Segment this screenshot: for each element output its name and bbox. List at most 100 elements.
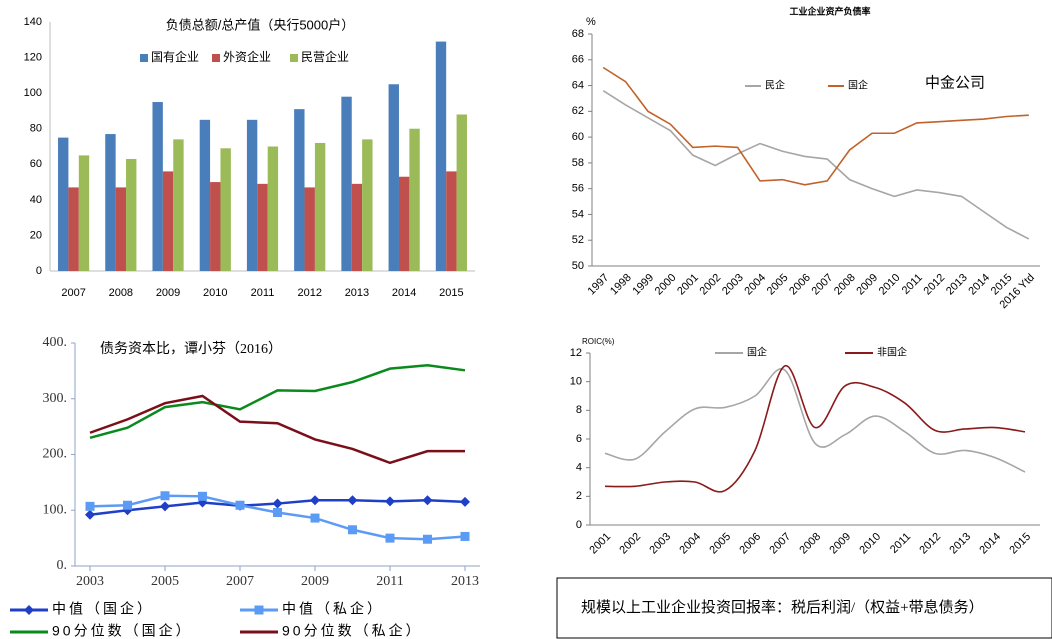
line-series bbox=[89, 364, 466, 439]
y-tick-label: 12 bbox=[570, 347, 582, 359]
x-tick-label: 2001 bbox=[675, 272, 701, 298]
x-tick-label: 2012 bbox=[917, 531, 943, 557]
bar bbox=[409, 128, 420, 271]
marker bbox=[310, 513, 320, 523]
legend-label: 国有企业 bbox=[151, 49, 199, 64]
bar bbox=[294, 109, 305, 272]
bar bbox=[304, 187, 315, 271]
x-tick-label: 2008 bbox=[109, 287, 133, 299]
x-tick-label: 2003 bbox=[647, 531, 673, 557]
bar bbox=[199, 119, 211, 271]
bar bbox=[173, 139, 184, 271]
y-tick-label: 0 bbox=[576, 519, 582, 531]
x-tick-label: 2014 bbox=[977, 531, 1003, 557]
x-tick-label: 2009 bbox=[827, 531, 853, 557]
legend-label: 国企 bbox=[747, 346, 767, 359]
bar bbox=[351, 183, 363, 271]
marker bbox=[423, 534, 432, 544]
chart-title: 债务资本比，谭小芬（2016） bbox=[100, 341, 282, 357]
x-tick-label: 2015 bbox=[439, 287, 463, 299]
x-tick-label: 2005 bbox=[151, 574, 179, 589]
x-tick-label: 2007 bbox=[810, 272, 836, 298]
x-tick-label: 2013 bbox=[451, 574, 479, 589]
marker bbox=[422, 495, 433, 506]
bar bbox=[456, 114, 467, 271]
y-tick-label: 50 bbox=[572, 260, 584, 272]
x-tick-label: 2011 bbox=[900, 272, 925, 297]
bar bbox=[398, 176, 410, 271]
x-tick-label: 2010 bbox=[877, 272, 903, 298]
legend-label: 中值（国企） bbox=[52, 601, 154, 617]
x-tick-label: 2013 bbox=[947, 531, 973, 557]
x-tick-label: 2012 bbox=[297, 287, 321, 299]
x-tick-label: 2008 bbox=[832, 272, 858, 298]
y-tick-label: 8 bbox=[576, 404, 582, 416]
line-series bbox=[89, 394, 465, 465]
y-tick-label: 0. bbox=[57, 558, 68, 573]
chart-title: 工业企业资产负债率 bbox=[789, 5, 870, 16]
marker bbox=[123, 500, 132, 510]
y-tick-label: 140 bbox=[24, 16, 42, 28]
y-tick-label: 52 bbox=[572, 234, 584, 246]
bar bbox=[162, 171, 174, 271]
bar bbox=[314, 142, 326, 271]
legend-swatch bbox=[212, 54, 220, 62]
x-tick-label: 2009 bbox=[156, 287, 180, 299]
x-tick-label: 2012 bbox=[922, 272, 948, 298]
bar bbox=[68, 187, 79, 271]
bar bbox=[105, 134, 116, 271]
x-tick-label: 2008 bbox=[797, 531, 823, 557]
bar bbox=[257, 183, 268, 271]
bar bbox=[115, 187, 127, 271]
marker bbox=[273, 507, 282, 517]
line-series bbox=[604, 365, 1026, 493]
chart-panel: ROIC(%) 0 2 4 6 8 10 12 2001 2002 2003 2004 2005 2006… bbox=[556, 337, 1052, 639]
x-tick-label: 2005 bbox=[765, 272, 791, 298]
y-tick-label: 100 bbox=[24, 87, 42, 99]
y-tick-label: 2 bbox=[576, 490, 582, 502]
x-tick-label: 1998 bbox=[608, 272, 634, 298]
legend-label: 民营企业 bbox=[301, 49, 349, 64]
annotation: 中金公司 bbox=[925, 74, 985, 91]
x-tick-label: 2011 bbox=[888, 531, 913, 556]
y-tick-label: 200. bbox=[43, 447, 68, 462]
legend-marker bbox=[24, 605, 34, 615]
marker bbox=[348, 525, 357, 535]
x-tick-label: 2000 bbox=[653, 272, 679, 298]
x-tick-label: 2013 bbox=[944, 272, 970, 298]
bar bbox=[126, 158, 137, 271]
x-tick-label: 2007 bbox=[767, 531, 793, 557]
chart-panel: 债务资本比，谭小芬（2016） 0. 100. 200. 300. 400. 2003 200… bbox=[10, 335, 480, 639]
bar bbox=[362, 139, 373, 271]
line-series bbox=[604, 367, 1026, 473]
legend-swatch bbox=[290, 54, 298, 62]
bar bbox=[435, 41, 447, 271]
legend-label: 非国企 bbox=[877, 346, 907, 359]
y-tick-label: 62 bbox=[572, 105, 584, 117]
bar bbox=[246, 119, 258, 271]
x-tick-label: 2007 bbox=[226, 574, 254, 589]
marker bbox=[460, 531, 470, 541]
line-series bbox=[602, 66, 1029, 186]
legend-label: 90分位数（国企） bbox=[52, 623, 193, 639]
x-tick-label: 2015 bbox=[1007, 531, 1033, 557]
x-tick-label: 2005 bbox=[707, 531, 733, 557]
legend-label: 中值（私企） bbox=[282, 601, 384, 617]
bar bbox=[78, 155, 90, 271]
x-tick-label: 2003 bbox=[76, 574, 104, 589]
marker bbox=[160, 491, 170, 501]
y-tick-label: 60 bbox=[30, 158, 42, 170]
marker bbox=[272, 498, 283, 509]
marker bbox=[85, 509, 95, 520]
y-tick-label: 300. bbox=[43, 391, 68, 406]
y-axis-label: % bbox=[586, 16, 596, 28]
y-axis-label: ROIC(%) bbox=[582, 337, 615, 346]
legend-label: 国企 bbox=[848, 79, 868, 92]
x-tick-label: 2014 bbox=[966, 272, 992, 298]
y-tick-label: 40 bbox=[30, 194, 42, 206]
chart-panel: 负债总额/总产值（央行5000户） 0 20 40 60 80 100 120 140 2007 2… bbox=[24, 16, 475, 299]
bar bbox=[220, 148, 231, 271]
y-tick-label: 6 bbox=[576, 433, 582, 445]
x-tick-label: 2007 bbox=[61, 287, 85, 299]
